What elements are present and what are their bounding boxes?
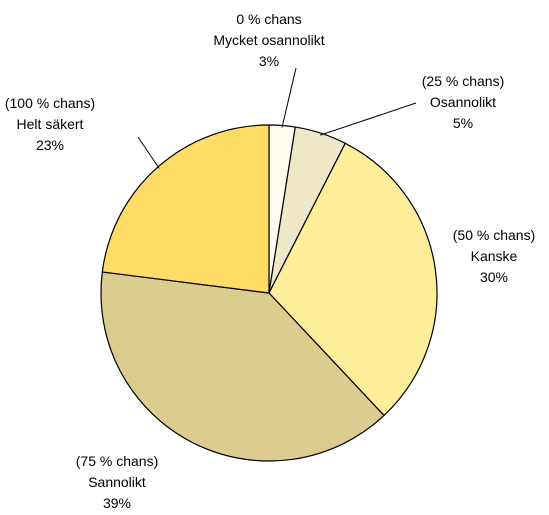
- pie-label-line: Osannolikt: [430, 94, 496, 110]
- pie-label-line: (50 % chans): [453, 227, 535, 243]
- pie-leader-line-1: [320, 102, 417, 136]
- pie-label-line: Kanske: [471, 248, 518, 264]
- pie-label-line: (25 % chans): [422, 73, 504, 89]
- pie-label-4: (100 % chans) Helt säkert 23%: [5, 95, 95, 153]
- pie-label-line: Sannolikt: [88, 474, 146, 490]
- pie-leader-line-4: [137, 136, 160, 169]
- pie-label-line: (100 % chans): [5, 95, 95, 111]
- pie-label-0: 0 % chans Mycket osannolikt 3%: [213, 11, 324, 69]
- pie-labels: 0 % chans Mycket osannolikt 3% (25 % chans)…: [5, 11, 535, 511]
- pie-label-3: (75 % chans) Sannolikt 39%: [76, 453, 158, 511]
- pie-label-line: Mycket osannolikt: [213, 32, 324, 48]
- pie-label-percent: 23%: [36, 137, 64, 153]
- pie-slices: [100, 124, 438, 462]
- pie-leader-lines: [137, 67, 417, 169]
- pie-label-2: (50 % chans) Kanske 30%: [453, 227, 535, 285]
- pie-label-line: 0 % chans: [236, 11, 301, 27]
- pie-label-percent: 3%: [259, 53, 279, 69]
- pie-label-percent: 39%: [103, 495, 131, 511]
- pie-label-percent: 30%: [480, 269, 508, 285]
- pie-slice-4: [101, 124, 270, 294]
- pie-slice-3: [100, 271, 385, 462]
- pie-leader-line-0: [281, 67, 297, 128]
- pie-label-percent: 5%: [453, 115, 473, 131]
- pie-label-line: Helt säkert: [17, 116, 84, 132]
- pie-slice-2: [268, 142, 438, 417]
- pie-label-line: (75 % chans): [76, 453, 158, 469]
- pie-label-1: (25 % chans) Osannolikt 5%: [422, 73, 504, 131]
